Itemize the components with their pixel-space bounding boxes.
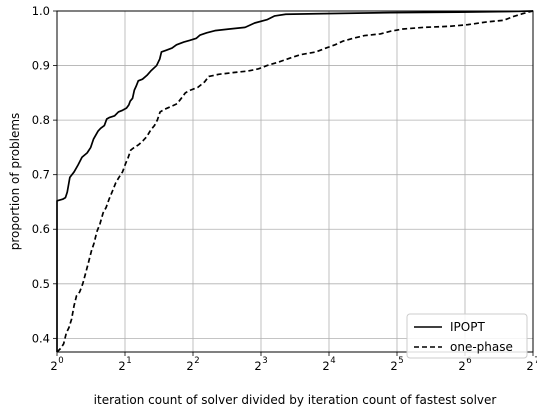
x-tick-label: 2 <box>322 359 329 373</box>
y-tick-label: 0.7 <box>32 168 50 182</box>
x-tick-label-exponent: 5 <box>398 356 403 366</box>
x-tick-label-exponent: 7 <box>534 356 537 366</box>
y-axis-label: proportion of problems <box>8 113 22 251</box>
y-tick-label: 0.8 <box>32 113 50 127</box>
series-lines <box>56 10 534 353</box>
y-tick-label: 0.6 <box>32 222 50 236</box>
legend-box <box>406 313 528 359</box>
series-line-ipopt <box>56 10 534 352</box>
x-tick-label: 2 <box>254 359 261 373</box>
x-tick-label: 2 <box>526 359 533 373</box>
x-tick-label-exponent: 2 <box>194 356 199 366</box>
x-tick-label-exponent: 6 <box>466 356 471 366</box>
x-axis-label: iteration count of solver divided by ite… <box>94 393 497 407</box>
x-tick-label: 2 <box>390 359 397 373</box>
y-tick-label: 1.0 <box>32 4 50 18</box>
x-tick-label: 2 <box>458 359 465 373</box>
y-tick-label: 0.4 <box>32 331 50 345</box>
x-tick-label-exponent: 1 <box>126 356 131 366</box>
x-tick-label: 2 <box>118 359 125 373</box>
legend-label-one-phase: one-phase <box>450 340 513 354</box>
x-tick-label: 2 <box>50 359 57 373</box>
plot-frame <box>56 10 534 353</box>
axis-ticks: 20212223242526270.40.50.60.70.80.91.0 <box>32 4 537 373</box>
x-tick-label-exponent: 4 <box>330 356 335 366</box>
series-line-one-phase <box>56 10 534 353</box>
x-tick-label-exponent: 3 <box>262 356 267 366</box>
x-tick-label-exponent: 0 <box>58 356 63 366</box>
x-tick-label: 2 <box>186 359 193 373</box>
grid-lines <box>56 10 534 352</box>
legend: IPOPT one-phase <box>406 313 528 359</box>
legend-label-ipopt: IPOPT <box>450 320 485 334</box>
y-tick-label: 0.5 <box>32 277 50 291</box>
y-tick-label: 0.9 <box>32 59 50 73</box>
